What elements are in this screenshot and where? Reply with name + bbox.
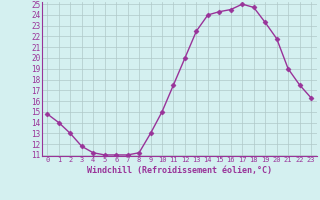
X-axis label: Windchill (Refroidissement éolien,°C): Windchill (Refroidissement éolien,°C) (87, 166, 272, 175)
